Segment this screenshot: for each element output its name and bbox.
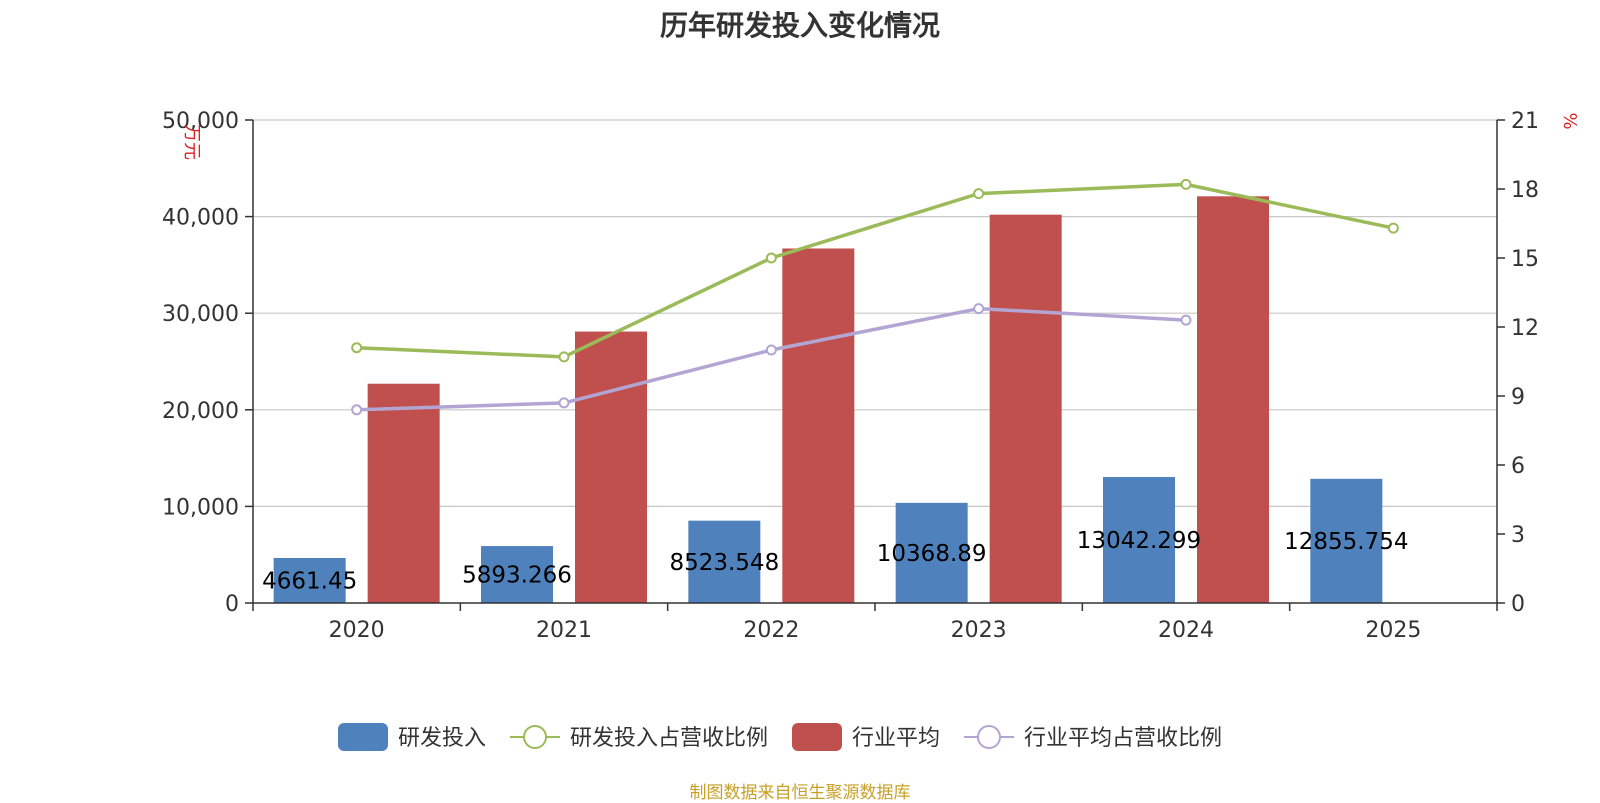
right-tick-label: 9 xyxy=(1511,385,1525,410)
x-tick-label: 2020 xyxy=(329,618,385,643)
line-point xyxy=(558,351,570,363)
legend-label: 行业平均 xyxy=(852,726,940,751)
bar xyxy=(481,546,553,603)
chart-title: 历年研发投入变化情况 xyxy=(659,9,940,42)
line-point xyxy=(973,188,985,200)
bar xyxy=(1310,478,1383,603)
source-note: 制图数据来自恒生聚源数据库 xyxy=(689,783,911,803)
bar xyxy=(273,557,346,603)
axes: 0 10,000 20,000 30,000 40,000 50,000 0 3 6 9 12 15 1… xyxy=(162,109,1580,643)
right-tick-label: 21 xyxy=(1511,109,1539,134)
legend-item[interactable]: 研发投入占营收比例 xyxy=(510,725,768,751)
line-point xyxy=(1180,314,1192,326)
line-point xyxy=(558,397,570,409)
right-tick-label: 6 xyxy=(1511,454,1525,479)
legend-label: 行业平均占营收比例 xyxy=(1024,726,1222,751)
legend-marker xyxy=(977,725,1001,749)
legend-item[interactable]: 行业平均 xyxy=(792,723,940,751)
bar-value-label: 13042.299 xyxy=(1077,528,1201,554)
left-tick-label: 30,000 xyxy=(162,302,239,327)
right-tick-label: 0 xyxy=(1511,592,1525,617)
right-axis-unit: % xyxy=(1559,112,1580,129)
left-axis-unit: 万元 xyxy=(181,124,202,160)
left-tick-label: 20,000 xyxy=(162,399,239,424)
line-point xyxy=(973,303,985,315)
x-tick-label: 2022 xyxy=(743,618,799,643)
bar xyxy=(367,383,440,603)
line-point xyxy=(351,404,363,416)
left-tick-label: 40,000 xyxy=(162,206,239,231)
left-tick-label: 10,000 xyxy=(162,495,239,520)
right-tick-label: 18 xyxy=(1511,178,1539,203)
bar-value-label: 5893.266 xyxy=(462,563,572,589)
x-tick-label: 2025 xyxy=(1365,618,1421,643)
bar xyxy=(895,502,968,603)
bars xyxy=(273,196,1383,603)
bar xyxy=(1103,477,1175,603)
legend-swatch xyxy=(338,723,388,751)
left-tick-label: 50,000 xyxy=(162,109,239,134)
lines xyxy=(351,178,1399,416)
line-point xyxy=(1180,178,1192,190)
bar xyxy=(688,520,761,603)
bar xyxy=(989,214,1062,603)
bar xyxy=(575,331,647,603)
legend-marker xyxy=(523,725,547,749)
x-tick-label: 2023 xyxy=(951,618,1007,643)
legend-label: 研发投入 xyxy=(398,726,486,751)
grid-lines xyxy=(253,119,1497,507)
line-point xyxy=(351,342,363,354)
right-tick-label: 15 xyxy=(1511,247,1539,272)
right-tick-label: 12 xyxy=(1511,316,1539,341)
legend-item[interactable]: 行业平均占营收比例 xyxy=(964,725,1222,751)
bar-value-label: 8523.548 xyxy=(669,550,779,576)
line-point xyxy=(765,252,777,264)
data-labels: 4661.45 5893.266 8523.548 10368.89 13042.299… xyxy=(262,528,1408,594)
bar xyxy=(782,248,855,603)
x-tick-label: 2024 xyxy=(1158,618,1214,643)
bar xyxy=(1197,196,1269,603)
bar-value-label: 12855.754 xyxy=(1284,529,1408,555)
x-tick-label: 2021 xyxy=(536,618,592,643)
legend-item[interactable]: 研发投入 xyxy=(338,723,486,751)
line-point xyxy=(765,344,777,356)
bar-value-label: 4661.45 xyxy=(262,568,357,594)
bar-value-label: 10368.89 xyxy=(877,541,987,567)
legend-label: 研发投入占营收比例 xyxy=(570,726,768,751)
left-tick-label: 0 xyxy=(225,592,239,617)
line-point xyxy=(1387,222,1399,234)
legend-swatch xyxy=(792,723,842,751)
legend[interactable]: 研发投入 研发投入占营收比例 行业平均 行业平均占营收比例 xyxy=(338,723,1222,751)
right-tick-label: 3 xyxy=(1511,523,1525,548)
series-line xyxy=(356,182,1394,359)
